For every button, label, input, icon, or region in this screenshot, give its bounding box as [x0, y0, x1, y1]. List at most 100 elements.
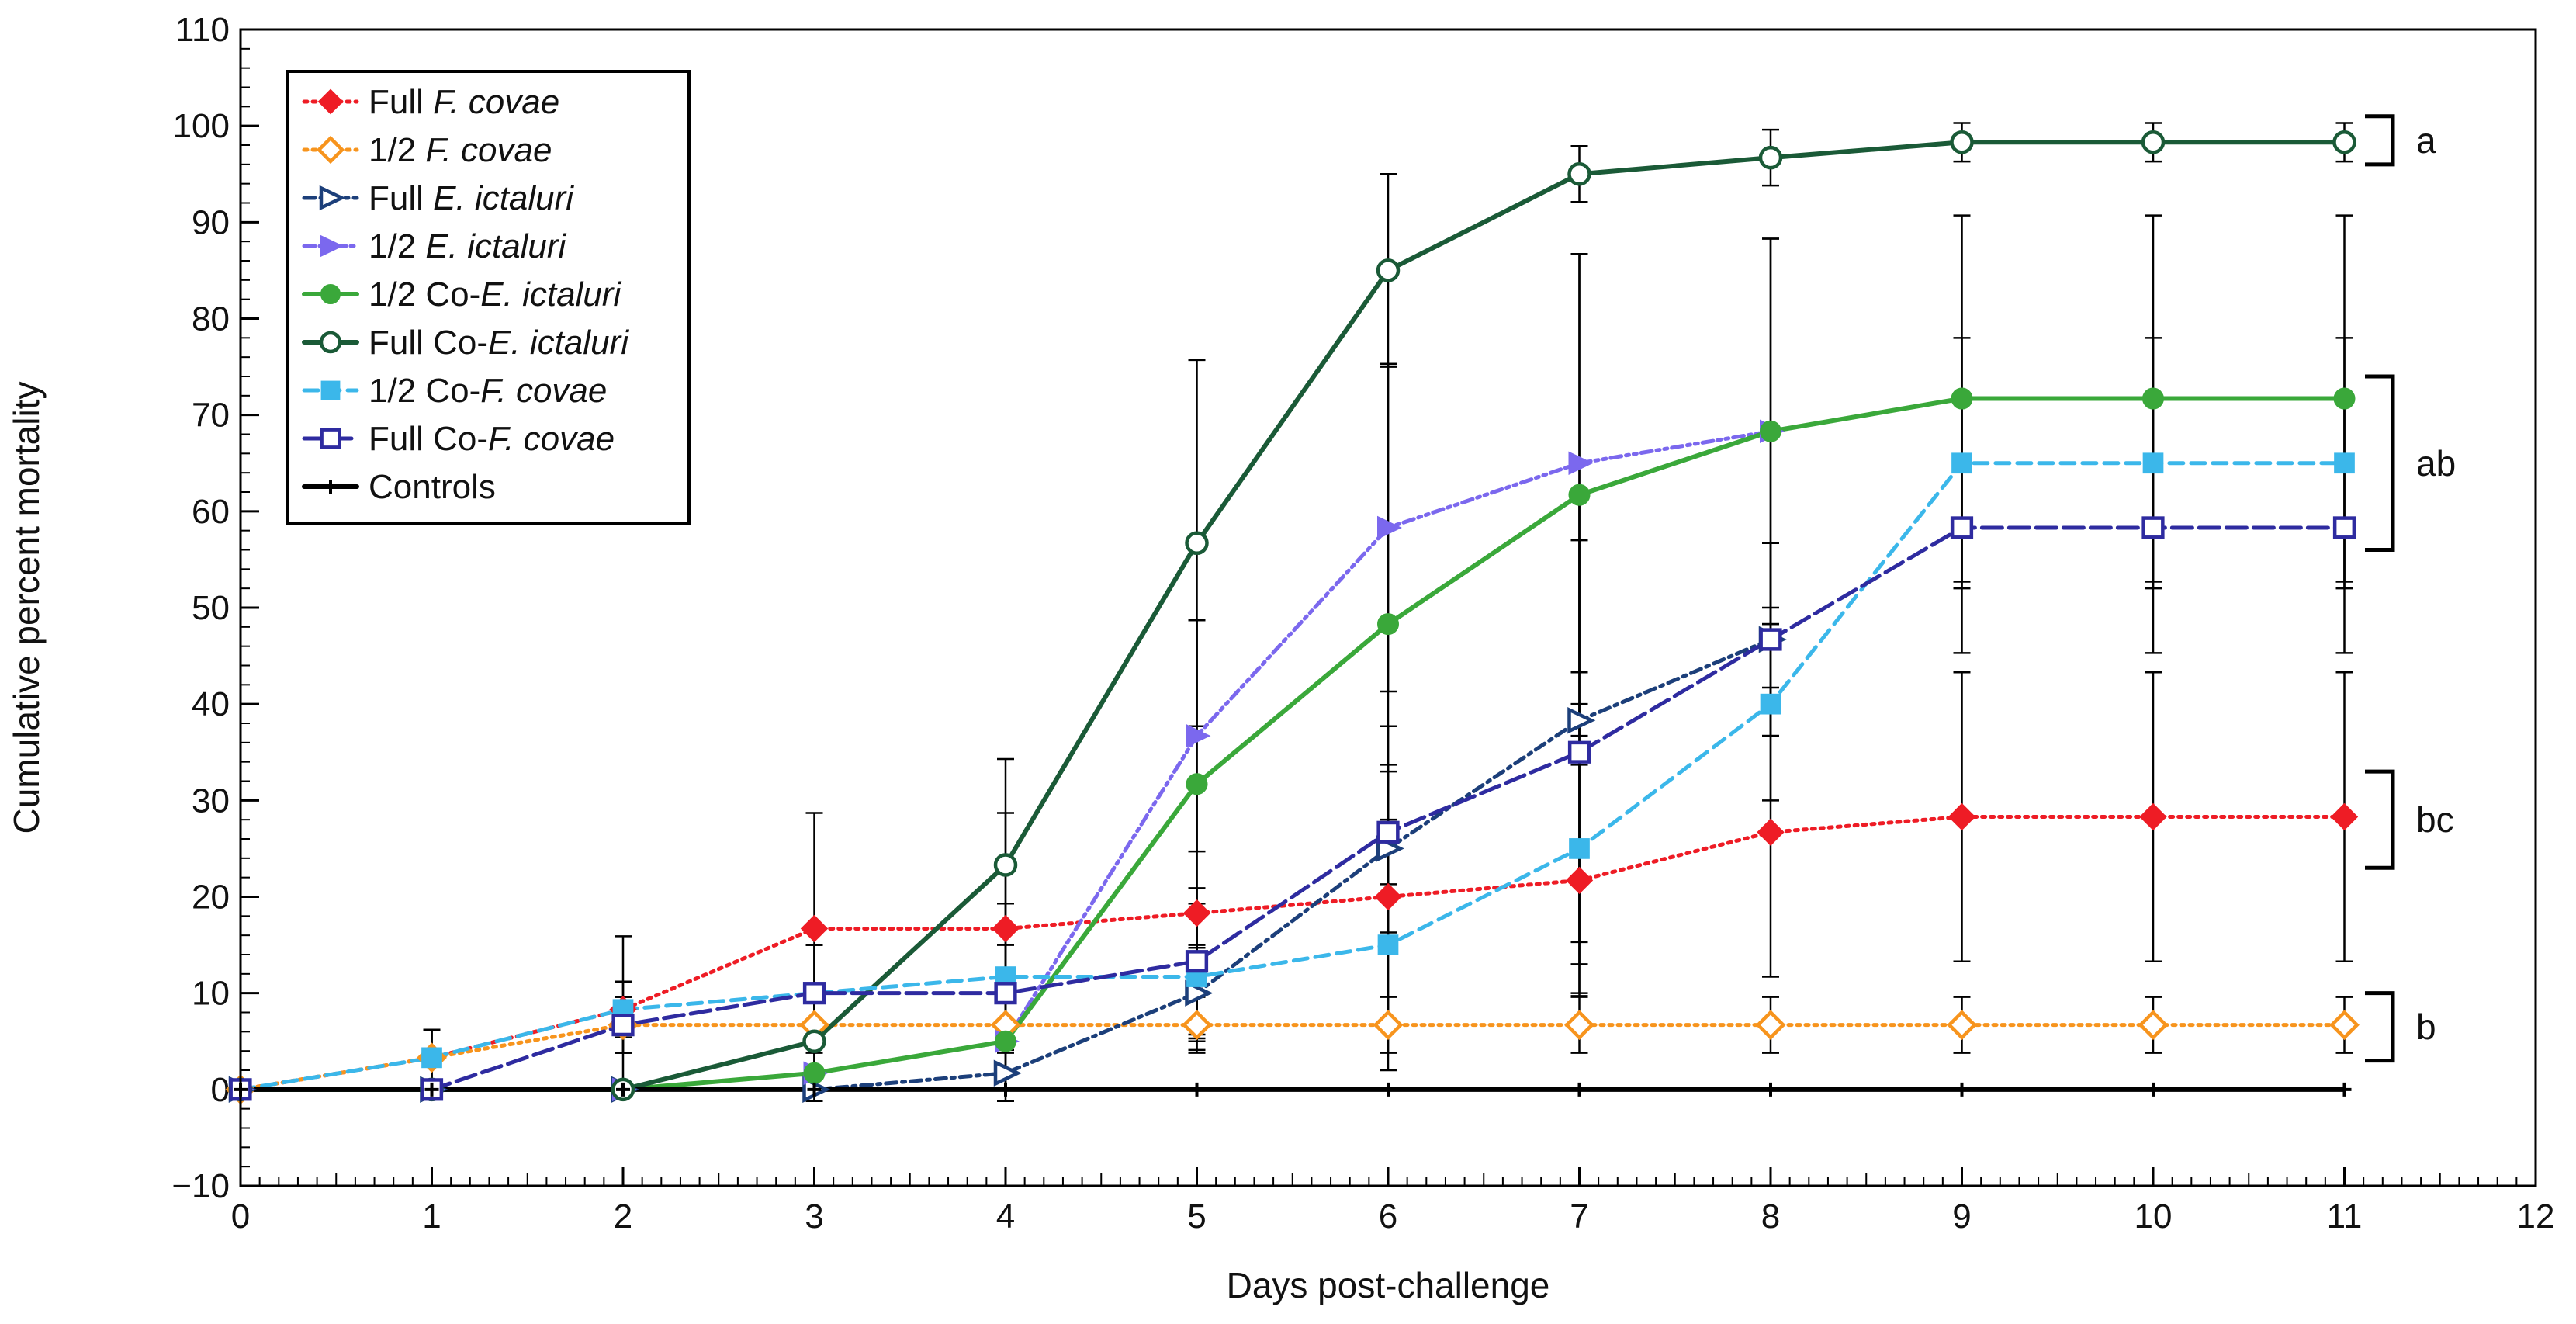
square-marker: [421, 1047, 442, 1069]
diamond-marker: [2329, 1010, 2360, 1041]
significance-bracket: [2365, 114, 2395, 167]
square-marker: [1567, 740, 1591, 764]
circle-marker: [1185, 531, 1209, 556]
circle-marker: [803, 1062, 826, 1084]
diamond-marker: [800, 914, 829, 943]
x-axis-title: Days post-challenge: [1227, 1265, 1550, 1305]
triangle-marker: [319, 185, 346, 211]
plus-marker: [1955, 1082, 1969, 1097]
square-marker: [2141, 516, 2165, 539]
x-tick-label: 6: [1379, 1197, 1397, 1236]
significance-label: ab: [2416, 443, 2456, 484]
x-tick-label: 3: [805, 1197, 823, 1236]
y-tick-label: 60: [192, 493, 230, 531]
plus-marker: [999, 1082, 1013, 1097]
triangle-marker: [993, 1059, 1022, 1087]
x-tick-label: 8: [1761, 1197, 1780, 1236]
square-marker: [2334, 452, 2355, 474]
square-marker: [1760, 693, 1781, 715]
triangle-marker: [320, 234, 344, 258]
square-marker: [2332, 516, 2356, 539]
x-tick-label: 0: [231, 1197, 250, 1236]
legend-entry: 1/2 Co-F. covae: [369, 372, 607, 410]
significance-label: b: [2416, 1007, 2436, 1047]
circle-marker: [2333, 387, 2356, 410]
x-tick-label: 4: [996, 1197, 1015, 1236]
diamond-marker: [1182, 1010, 1212, 1041]
legend-entry: Full Co-E. ictaluri: [369, 324, 629, 362]
x-tick-label: 9: [1952, 1197, 1971, 1236]
square-marker: [1185, 950, 1209, 973]
plus-marker: [424, 1082, 439, 1097]
circle-marker: [1377, 613, 1399, 636]
legend-entry: Full F. covae: [369, 83, 559, 121]
circle-marker: [2332, 130, 2356, 154]
diamond-marker: [1947, 1010, 1977, 1041]
plus-marker: [2337, 1082, 2352, 1097]
square-marker: [320, 380, 341, 400]
square-marker: [1951, 452, 1972, 474]
square-marker: [1759, 628, 1782, 651]
legend-entry: 1/2 E. ictaluri: [369, 227, 567, 265]
square-marker: [1950, 516, 1974, 539]
square-marker: [611, 1014, 635, 1037]
legend-entry: Full Co-F. covae: [369, 420, 615, 458]
diamond-marker: [1757, 818, 1785, 846]
triangle-marker: [1377, 515, 1402, 540]
x-tick-label: 7: [1570, 1197, 1588, 1236]
y-tick-label: −10: [171, 1167, 230, 1205]
y-axis-title: Cumulative percent mortality: [6, 382, 47, 834]
axis-ticks: [239, 28, 2537, 1187]
diamond-marker: [1948, 802, 1976, 831]
square-marker: [1377, 934, 1399, 955]
diamond-marker: [1565, 866, 1594, 895]
x-tick-label: 2: [614, 1197, 632, 1236]
legend-entry: 1/2 F. covae: [369, 131, 552, 169]
x-tick-label: 12: [2517, 1197, 2555, 1236]
diamond-marker: [2330, 802, 2359, 831]
triangle-marker: [1568, 451, 1594, 475]
diamond-marker: [1373, 1010, 1404, 1041]
square-marker: [2142, 452, 2164, 474]
plus-marker: [616, 1082, 630, 1097]
diamond-marker: [1755, 1010, 1786, 1041]
circle-marker: [319, 331, 342, 354]
legend-box: [286, 70, 691, 525]
legend-entry: Full E. ictaluri: [369, 179, 574, 217]
diamond-marker: [1182, 899, 1211, 927]
y-tick-label: 10: [192, 975, 230, 1013]
significance-brackets: a ab bc b: [2365, 114, 2456, 1063]
y-tick-label: 50: [192, 589, 230, 627]
series-line: [238, 1023, 2346, 1092]
y-tick-label: 70: [192, 397, 230, 435]
diamond-marker: [992, 914, 1020, 943]
y-tick-label: 80: [192, 300, 230, 338]
plus-marker: [1189, 1082, 1204, 1097]
x-tick-label: 11: [2327, 1197, 2363, 1236]
square-marker: [994, 982, 1017, 1005]
diamond-marker: [2138, 1010, 2169, 1041]
circle-marker: [2141, 130, 2166, 154]
plot-area-frame: [239, 28, 2537, 1187]
square-marker: [1569, 838, 1590, 859]
series-line: [238, 461, 2346, 1092]
x-tick-label: 1: [422, 1197, 441, 1236]
legend-entry: 1/2 Co-E. ictaluri: [369, 276, 621, 314]
series-line: [238, 525, 2346, 1092]
circle-marker: [993, 853, 1018, 877]
circle-marker: [1376, 258, 1401, 282]
diamond-marker: [316, 135, 345, 165]
circle-marker: [1568, 484, 1591, 506]
legend: Full F. covae 1/2 F. covae Full E. ictalur…: [286, 70, 691, 525]
y-tick-label: 20: [192, 879, 230, 917]
circle-marker: [1186, 773, 1208, 795]
square-marker: [320, 428, 341, 449]
series-line: [238, 814, 2346, 1092]
significance-label: a: [2416, 120, 2436, 161]
plus-marker: [1572, 1082, 1587, 1097]
circle-marker: [1950, 130, 1974, 154]
significance-bracket: [2365, 374, 2395, 552]
circle-marker: [1760, 420, 1781, 442]
x-tick-label: 10: [2135, 1197, 2173, 1236]
